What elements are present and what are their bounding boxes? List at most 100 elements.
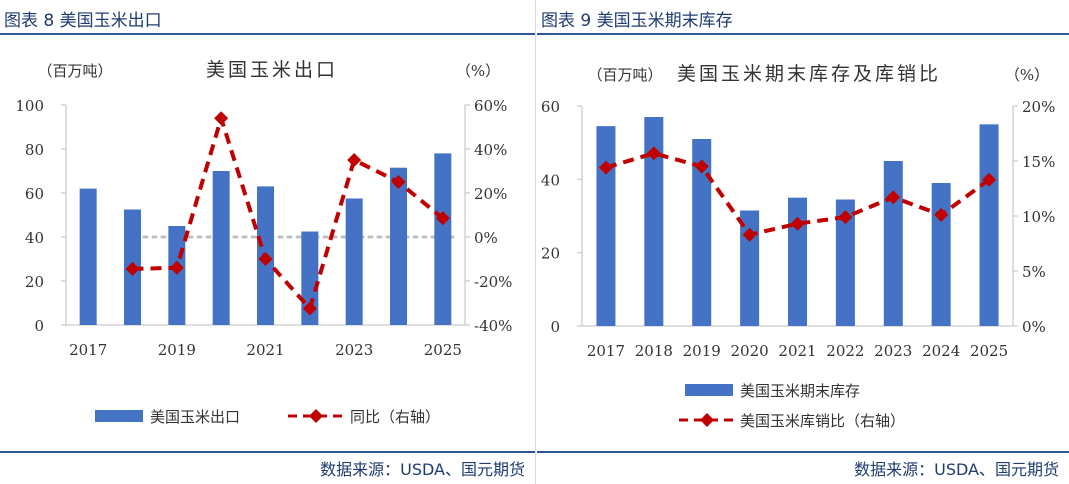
x-tick-label: 2021 [246, 341, 284, 359]
bar [883, 161, 903, 326]
bar [390, 167, 407, 325]
x-tick-label: 2025 [970, 342, 1008, 360]
line-marker [646, 146, 661, 161]
x-tick-label: 2021 [778, 342, 816, 360]
left-tick-label: 100 [15, 97, 44, 115]
bar [212, 171, 230, 325]
source-note: 数据来源：USDA、国元期货 [320, 460, 525, 479]
line-marker [886, 190, 901, 205]
left-tick-label: 60 [541, 98, 560, 116]
bar [596, 126, 616, 327]
right-tick-label: 0% [474, 229, 498, 247]
bar [788, 197, 807, 326]
chart-title: 美国玉米出口 [206, 59, 338, 81]
stocks-chart: 0 20 40 60 0% 5% 10% 15% 20% 2017 2018 2019 2020 2021… [541, 63, 1055, 430]
legend-bar-swatch [685, 384, 733, 396]
bar [644, 117, 664, 326]
x-tick-label: 2022 [826, 342, 864, 360]
left-tick-label: 20 [25, 273, 44, 291]
legend-line-label: 美国玉米库销比（右轴） [740, 412, 905, 430]
line-marker [694, 159, 709, 174]
panel-us-corn-ending-stocks: 图表 9 美国玉米期末库存 0 20 40 60 0% 5% 10% 15% 20% 2017 20… [537, 0, 1069, 484]
x-tick-label: 2024 [922, 342, 960, 360]
right-tick-label: 20% [474, 185, 507, 203]
figure-title: 图表 8 美国玉米出口 [4, 11, 162, 31]
title-rule [0, 33, 535, 35]
bar [740, 210, 760, 326]
x-tick-label: 2017 [69, 341, 107, 359]
right-tick-label: -40% [474, 317, 512, 335]
series-line [132, 111, 445, 313]
left-axis-unit: （百万吨） [37, 62, 112, 80]
left-tick-label: 40 [541, 171, 560, 189]
bar [835, 199, 855, 326]
x-tick-label: 2025 [424, 341, 462, 359]
legend-line-label: 同比（右轴） [350, 408, 440, 426]
line-marker [214, 111, 229, 126]
line-marker [347, 153, 362, 167]
legend-bar-label: 美国玉米期末库存 [740, 382, 860, 400]
bar [979, 124, 999, 326]
bar [692, 139, 712, 326]
legend-line-marker [700, 413, 714, 427]
left-tick-label: 80 [25, 141, 44, 159]
line-marker [790, 216, 805, 231]
series-line [605, 151, 991, 237]
x-tick-label: 2023 [335, 341, 373, 359]
right-tick-label: 10% [1022, 208, 1055, 226]
right-tick-label: 60% [474, 97, 507, 115]
line-marker [125, 261, 140, 276]
legend-bar-swatch [95, 410, 143, 422]
bar [931, 183, 951, 326]
line-marker [742, 227, 757, 242]
right-axis-unit: （%） [456, 62, 500, 80]
panel-separator [535, 0, 536, 484]
bar [79, 188, 97, 325]
chart-legend: 美国玉米期末库存 美国玉米库销比（右轴） [679, 382, 905, 430]
chart-title: 美国玉米期末库存及库销比 [677, 63, 941, 85]
left-tick-label: 20 [541, 245, 560, 263]
line-marker [934, 207, 949, 222]
left-tick-label: 0 [550, 318, 560, 336]
x-tick-label: 2019 [683, 342, 721, 360]
source-note: 数据来源：USDA、国元期货 [854, 460, 1059, 479]
left-tick-label: 40 [25, 229, 44, 247]
left-tick-label: 0 [34, 317, 44, 335]
x-tick-label: 2018 [635, 342, 673, 360]
right-tick-label: 20% [1022, 98, 1055, 116]
bar-series [596, 117, 999, 327]
bottom-rule [0, 451, 535, 453]
line-marker [302, 301, 317, 316]
axis-labels: 0 20 40 60 0% 5% 10% 15% 20% 2017 2018 2019 2020 2021… [541, 98, 1055, 360]
bar [345, 198, 363, 325]
legend-line-marker [309, 409, 323, 423]
figure-title: 图表 9 美国玉米期末库存 [541, 11, 733, 31]
right-tick-label: 5% [1022, 263, 1046, 281]
right-tick-label: -20% [474, 273, 512, 291]
title-rule [537, 33, 1069, 35]
line-marker [598, 160, 613, 175]
bar [434, 153, 452, 325]
axis-labels: 0 20 40 60 80 100 -40% -20% 0% 20% 40% 60% 2017 2019 2… [15, 97, 512, 359]
legend-bar-label: 美国玉米出口 [150, 408, 240, 426]
x-tick-label: 2017 [587, 342, 625, 360]
bottom-rule [537, 451, 1069, 453]
x-tick-label: 2020 [731, 342, 769, 360]
line-marker [391, 175, 406, 189]
bar [168, 226, 186, 325]
line-series [125, 111, 450, 316]
exports-chart: 0 20 40 60 80 100 -40% -20% 0% 20% 40% 60% 2017 2019 2… [15, 59, 512, 426]
right-tick-label: 15% [1022, 153, 1055, 171]
right-tick-label: 0% [1022, 318, 1046, 336]
panel-us-corn-exports: 图表 8 美国玉米出口 0 20 40 60 80 100 -40% -20% 0% 20% 40%… [0, 11, 535, 479]
right-tick-label: 40% [474, 141, 507, 159]
left-axis-unit: （百万吨） [587, 66, 662, 84]
line-marker [169, 260, 184, 275]
chart-legend: 美国玉米出口 同比（右轴） [95, 408, 440, 426]
line-marker [838, 210, 853, 225]
x-tick-label: 2023 [874, 342, 912, 360]
line-series [598, 146, 997, 242]
line-marker [435, 211, 450, 226]
x-tick-label: 2019 [158, 341, 196, 359]
right-axis-unit: （%） [1005, 66, 1049, 84]
